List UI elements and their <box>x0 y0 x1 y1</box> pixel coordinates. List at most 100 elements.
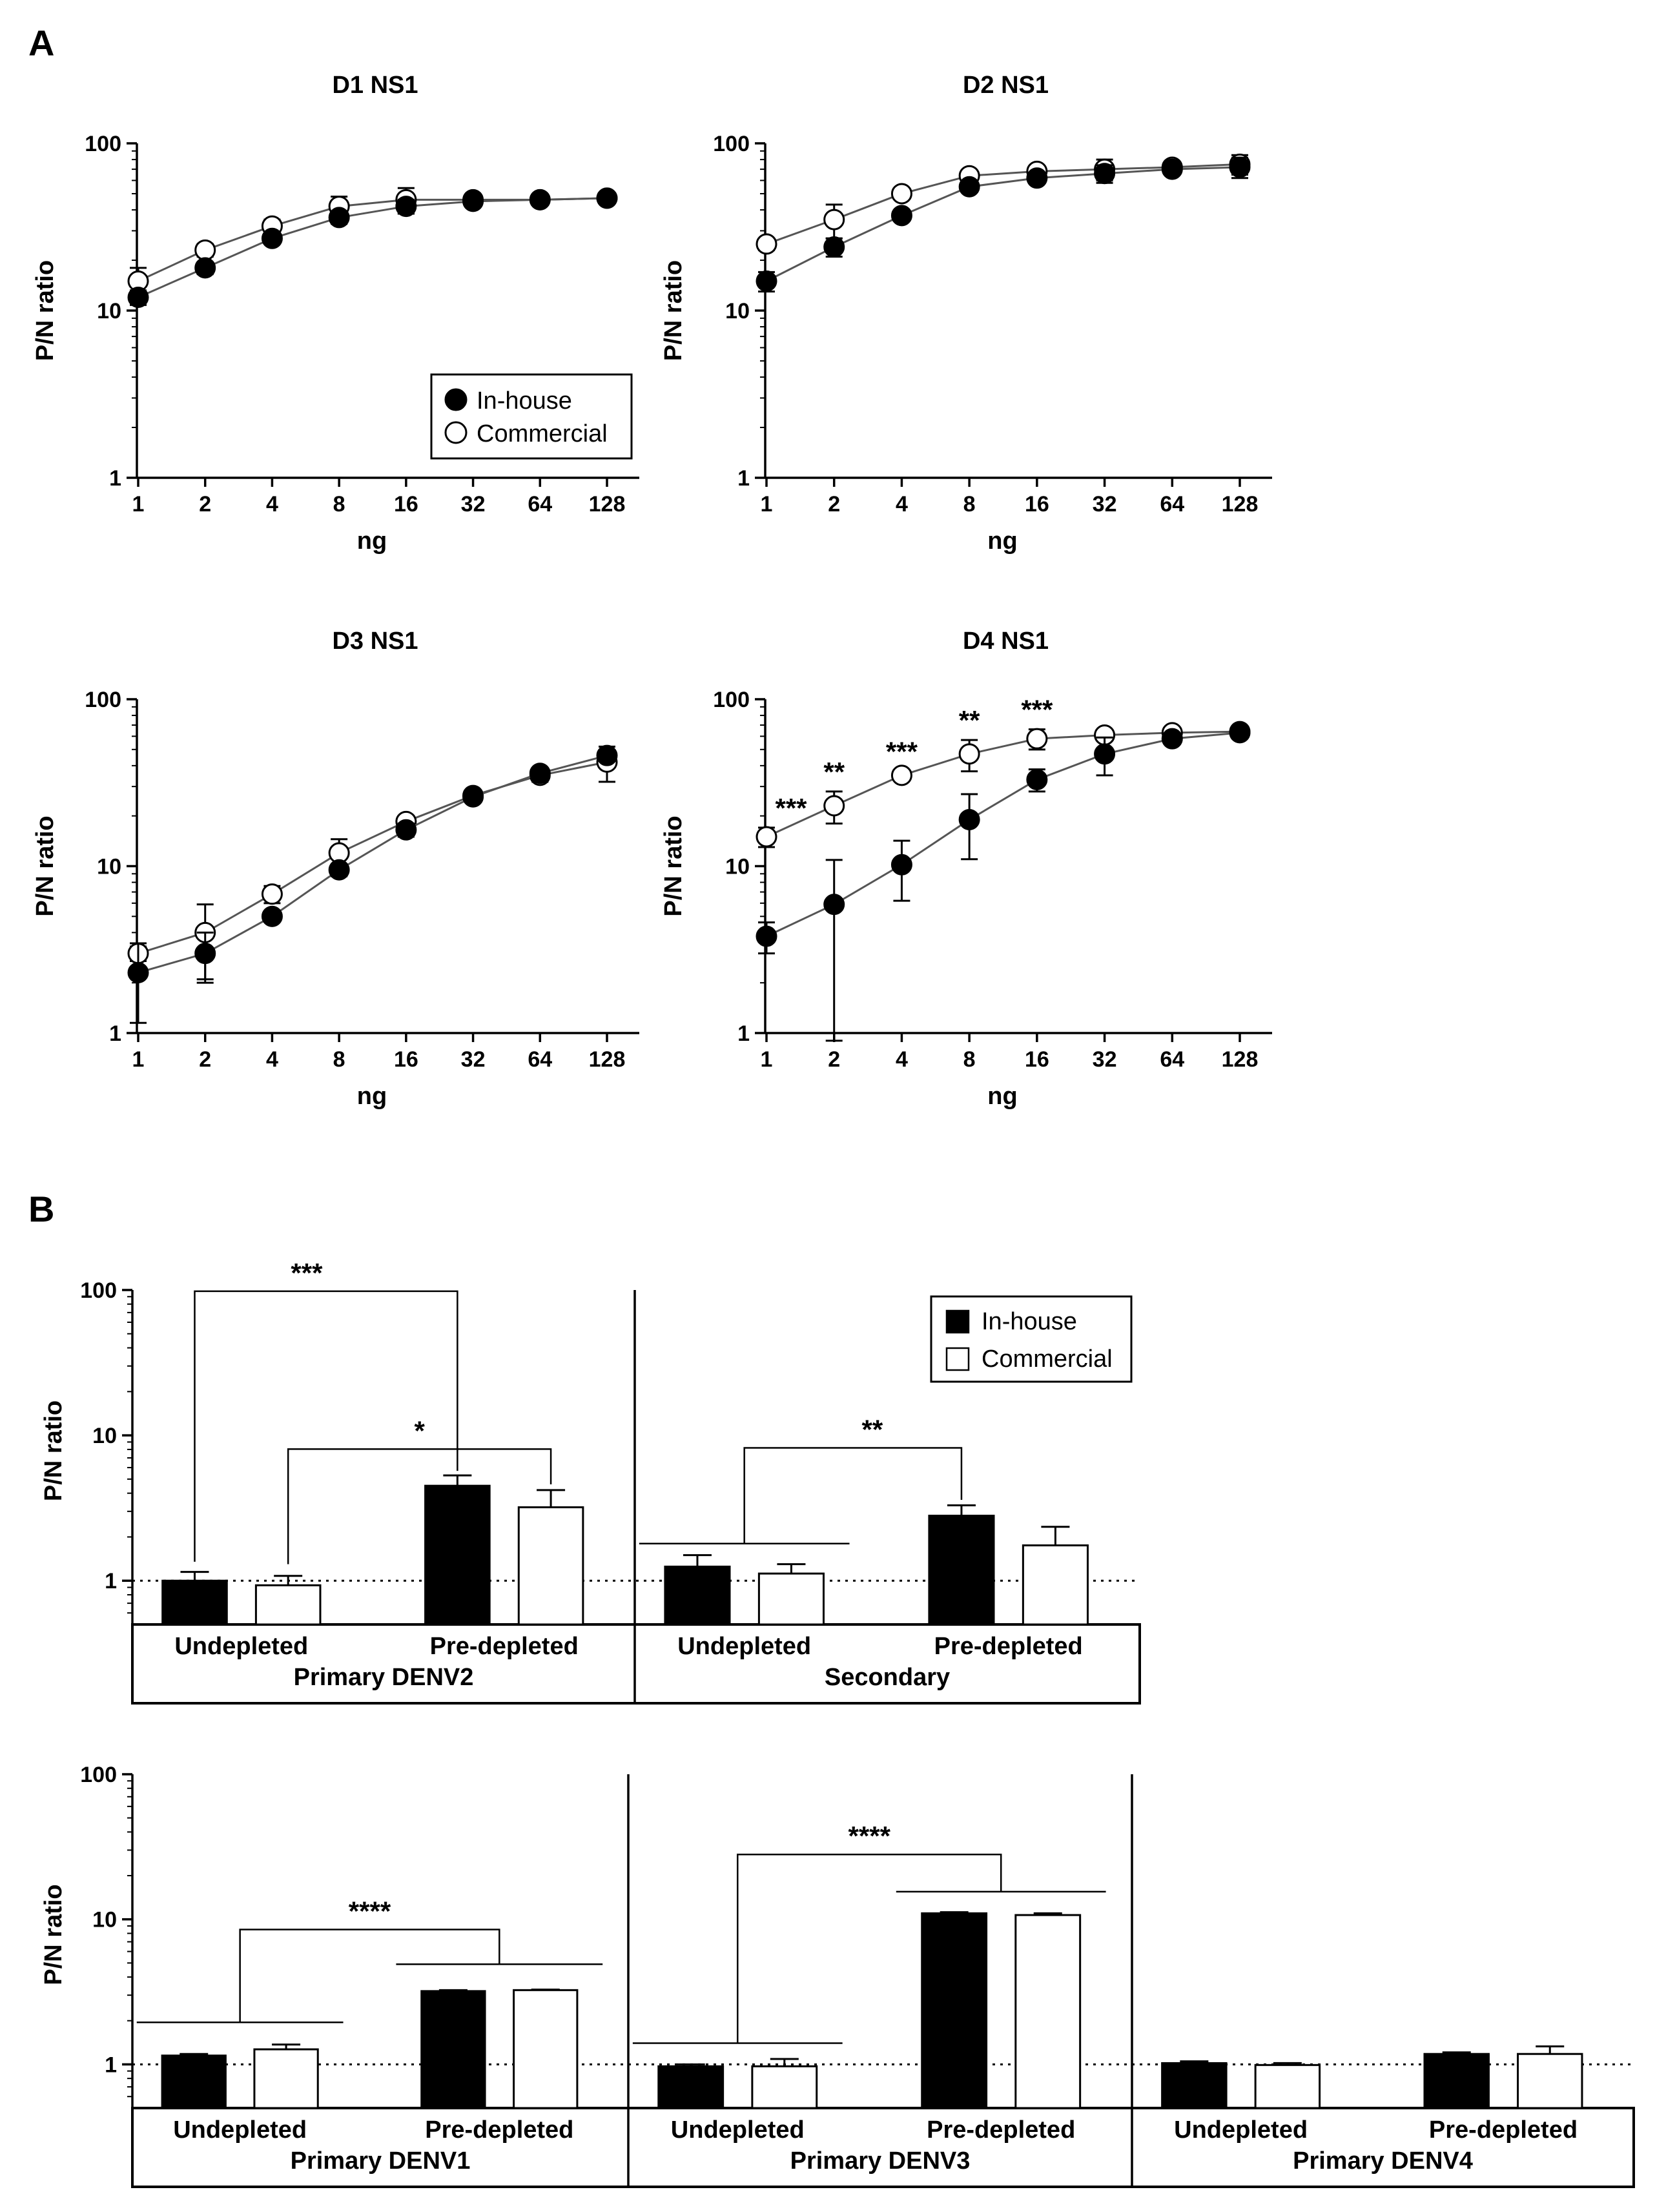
x-tick-label: 64 <box>528 492 552 517</box>
in-house-point <box>958 808 980 830</box>
category-label: Pre-depleted <box>430 1633 579 1660</box>
in-house-point <box>1094 743 1116 765</box>
y-tick-label: 10 <box>92 1908 117 1932</box>
y-axis-label: P/N ratio <box>660 815 687 916</box>
in-house-bar <box>921 1912 988 2109</box>
in-house-point <box>1026 768 1048 790</box>
category-frame <box>131 2107 1635 2188</box>
in-house-bar <box>664 1565 731 1626</box>
in-house-bar <box>161 2054 227 2109</box>
x-tick-label: 64 <box>1160 1047 1184 1072</box>
series-line-in-house <box>138 197 608 298</box>
y-tick-label: 1 <box>105 1569 117 1593</box>
group-label: Primary DENV3 <box>790 2147 971 2175</box>
commercial-bar <box>751 2065 818 2109</box>
category-label: Pre-depleted <box>1429 2116 1578 2144</box>
commercial-bar <box>1022 1544 1089 1626</box>
in-house-point <box>1229 722 1251 744</box>
chart-title: D1 NS1 <box>332 72 418 99</box>
in-house-point <box>890 205 912 227</box>
category-label: Undepleted <box>173 2116 307 2144</box>
x-tick-label: 32 <box>1093 1047 1117 1072</box>
bar-legend-commercial-label: Commercial <box>982 1346 1113 1373</box>
legend-frame <box>430 373 633 460</box>
category-label: Undepleted <box>671 2116 805 2144</box>
x-tick-label: 128 <box>1222 492 1259 517</box>
x-tick-label: 8 <box>963 492 976 517</box>
x-tick-label: 1 <box>761 492 773 517</box>
in-house-bar <box>424 1484 491 1626</box>
x-tick-label: 4 <box>266 1047 278 1072</box>
y-tick-label: 100 <box>713 132 750 156</box>
in-house-point <box>395 196 417 218</box>
in-house-point <box>261 905 283 927</box>
x-tick-label: 16 <box>1025 492 1049 517</box>
in-house-point <box>1026 167 1048 189</box>
in-house-point <box>596 187 618 209</box>
panel-b-bar-charts: 1 10 100 P/N ratio Undepleted Pre-depleted Pri… <box>40 1258 1635 2188</box>
in-house-bar <box>928 1515 995 1626</box>
x-tick-label: 1 <box>132 492 145 517</box>
line-chart-1: D1 NS1 1 10 100 1 2 4 8 16 32 64 128 ng P/N ratio <box>32 72 639 555</box>
y-tick-label: 100 <box>80 1763 117 1787</box>
x-axis-label: ng <box>357 527 387 555</box>
y-axis-label: P/N ratio <box>32 260 59 361</box>
x-tick-label: 8 <box>333 492 345 517</box>
in-house-bar <box>1423 2053 1490 2109</box>
legend-in-house-marker <box>444 388 468 411</box>
series-line-commercial <box>766 163 1240 245</box>
category-label: Undepleted <box>677 1633 811 1660</box>
x-tick-label: 2 <box>199 1047 211 1072</box>
commercial-bar <box>1014 1914 1082 2109</box>
legend-commercial-label: Commercial <box>477 420 608 447</box>
panel-a-legend: In-house Commercial <box>430 373 633 460</box>
x-tick-label: 4 <box>896 492 908 517</box>
bar-legend-commercial-swatch <box>945 1347 970 1371</box>
y-tick-label: 10 <box>92 1424 117 1448</box>
commercial-bar <box>1254 2064 1321 2109</box>
y-axis-label: P/N ratio <box>40 1884 67 1985</box>
commercial-bar <box>513 1989 579 2109</box>
in-house-point <box>823 236 845 258</box>
bar-chart-2: 1 10 100 P/N ratio Undepleted Pre-depleted Pri… <box>40 1763 1635 2188</box>
commercial-point <box>1026 728 1048 750</box>
y-tick-label: 10 <box>725 855 750 879</box>
group-label: Secondary <box>825 1664 950 1691</box>
group-label: Primary DENV1 <box>291 2147 471 2175</box>
in-house-point <box>529 763 551 784</box>
in-house-point <box>462 190 484 212</box>
category-label: Undepleted <box>1174 2116 1308 2144</box>
y-tick-label: 10 <box>97 299 121 323</box>
y-tick-label: 10 <box>97 855 121 879</box>
significance-label: *** <box>886 737 918 767</box>
x-tick-label: 8 <box>963 1047 976 1072</box>
commercial-bar <box>757 1572 825 1626</box>
in-house-point <box>596 744 618 766</box>
x-tick-label: 128 <box>589 1047 626 1072</box>
y-tick-label: 1 <box>105 2053 117 2077</box>
x-tick-label: 2 <box>199 492 211 517</box>
group-label: Primary DENV4 <box>1293 2147 1473 2175</box>
bar-legend-in-house-swatch <box>945 1309 970 1334</box>
commercial-bar <box>253 2048 319 2109</box>
commercial-point <box>823 795 845 817</box>
commercial-point <box>261 883 283 905</box>
comparison-bracket <box>194 1290 458 1562</box>
y-axis-label: P/N ratio <box>40 1400 67 1501</box>
line-chart-3: D3 NS1 1 10 100 1 2 4 8 16 32 64 128 ng P/N ratio <box>32 628 639 1110</box>
significance-label: *** <box>775 793 807 823</box>
x-tick-label: 128 <box>1222 1047 1259 1072</box>
in-house-point <box>328 207 350 229</box>
significance-label: *** <box>291 1258 323 1288</box>
y-tick-label: 100 <box>713 688 750 712</box>
in-house-point <box>194 257 216 279</box>
x-tick-label: 16 <box>1025 1047 1049 1072</box>
series-line-in-house <box>766 732 1240 937</box>
category-label: Pre-depleted <box>425 2116 573 2144</box>
x-tick-label: 128 <box>589 492 626 517</box>
commercial-point <box>756 826 777 848</box>
x-axis-label: ng <box>357 1083 387 1110</box>
